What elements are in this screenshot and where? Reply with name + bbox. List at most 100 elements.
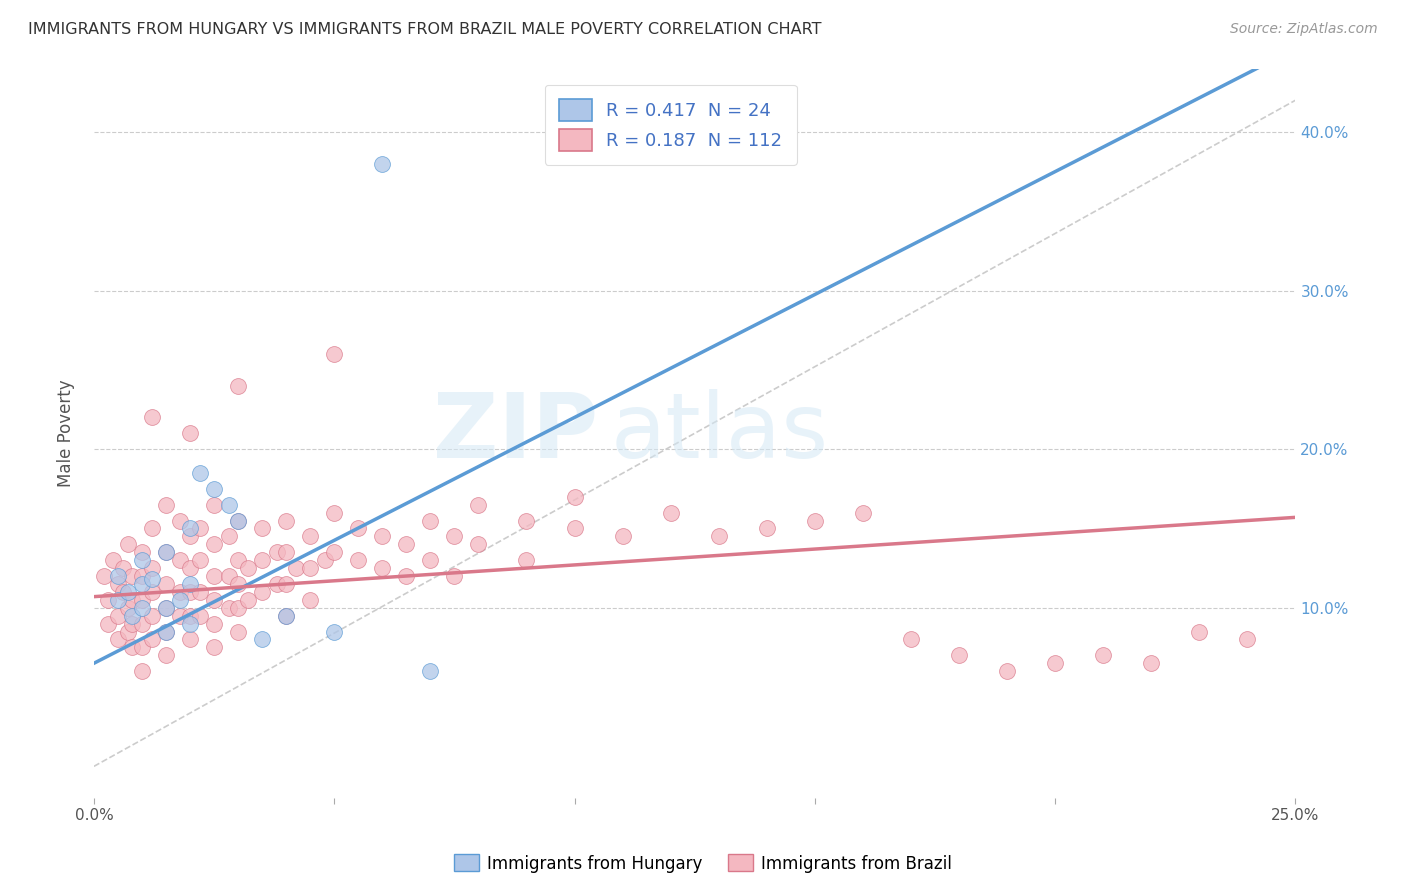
Text: ZIP: ZIP [433,389,599,477]
Point [755,521,778,535]
Text: IMMIGRANTS FROM HUNGARY VS IMMIGRANTS FROM BRAZIL MALE POVERTY CORRELATION CHART: IMMIGRANTS FROM HUNGARY VS IMMIGRANTS FR… [28,22,821,37]
Point [169,585,191,599]
Point [107,608,129,623]
Point [202,592,225,607]
Y-axis label: Male Poverty: Male Poverty [58,379,75,487]
Point [179,616,201,631]
Legend: R = 0.417  N = 24, R = 0.187  N = 112: R = 0.417 N = 24, R = 0.187 N = 112 [544,85,797,165]
Point [218,569,240,583]
Point [179,521,201,535]
Text: atlas: atlas [610,389,828,477]
Point [226,378,249,392]
Point [707,529,730,543]
Point [179,561,201,575]
Point [97,616,120,631]
Point [155,545,177,559]
Point [276,545,298,559]
Point [323,347,346,361]
Point [202,498,225,512]
Point [467,537,489,551]
Point [1092,648,1115,663]
Point [179,585,201,599]
Point [314,553,336,567]
Point [515,514,537,528]
Point [169,608,191,623]
Point [155,624,177,639]
Point [284,561,307,575]
Point [299,561,322,575]
Point [299,529,322,543]
Point [202,482,225,496]
Point [179,577,201,591]
Point [131,545,153,559]
Point [188,521,211,535]
Point [236,592,259,607]
Point [188,608,211,623]
Point [121,608,143,623]
Point [155,600,177,615]
Point [371,561,394,575]
Point [107,632,129,647]
Point [323,624,346,639]
Point [169,514,191,528]
Point [419,553,441,567]
Point [179,632,201,647]
Point [250,553,273,567]
Point [141,608,163,623]
Point [266,577,288,591]
Point [141,561,163,575]
Point [155,545,177,559]
Point [121,640,143,655]
Point [515,553,537,567]
Point [226,624,249,639]
Point [1140,657,1163,671]
Point [121,592,143,607]
Point [131,664,153,678]
Point [131,600,153,615]
Point [852,506,875,520]
Point [141,632,163,647]
Point [169,592,191,607]
Point [179,529,201,543]
Point [1043,657,1066,671]
Point [141,572,163,586]
Point [121,569,143,583]
Point [218,600,240,615]
Point [179,426,201,441]
Point [564,521,586,535]
Point [948,648,970,663]
Point [347,521,370,535]
Point [419,514,441,528]
Point [107,592,129,607]
Point [188,553,211,567]
Point [276,608,298,623]
Point [276,608,298,623]
Point [117,585,139,599]
Point [299,592,322,607]
Point [117,537,139,551]
Point [97,592,120,607]
Point [169,553,191,567]
Point [131,616,153,631]
Point [371,156,394,170]
Point [900,632,922,647]
Point [395,537,418,551]
Point [141,521,163,535]
Point [419,664,441,678]
Point [202,537,225,551]
Point [564,490,586,504]
Point [107,569,129,583]
Point [202,640,225,655]
Legend: Immigrants from Hungary, Immigrants from Brazil: Immigrants from Hungary, Immigrants from… [447,847,959,880]
Point [117,624,139,639]
Point [276,577,298,591]
Point [371,529,394,543]
Point [131,577,153,591]
Point [250,585,273,599]
Point [467,498,489,512]
Point [131,592,153,607]
Point [226,577,249,591]
Text: Source: ZipAtlas.com: Source: ZipAtlas.com [1230,22,1378,37]
Point [347,553,370,567]
Point [1188,624,1211,639]
